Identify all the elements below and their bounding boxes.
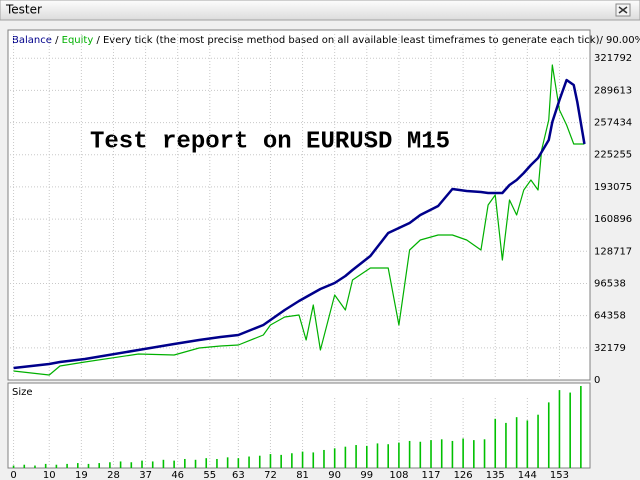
legend-balance: Balance <box>12 35 52 46</box>
balance-line <box>13 78 586 370</box>
size-panel <box>7 382 591 469</box>
x-tick-label: 117 <box>421 470 440 480</box>
x-tick-label: 19 <box>75 470 88 480</box>
title-bar <box>0 0 640 21</box>
x-tick-label: 63 <box>232 470 245 480</box>
x-tick-label: 135 <box>486 470 505 480</box>
y-tick-label: 160896 <box>594 214 632 225</box>
y-tick-label: 96538 <box>594 278 626 289</box>
x-tick-label: 153 <box>550 470 569 480</box>
legend-equity: Equity <box>62 35 94 46</box>
x-tick-label: 90 <box>328 470 341 480</box>
main-panel <box>7 29 591 381</box>
y-tick-label: 64358 <box>594 311 626 322</box>
y-tick-label: 257434 <box>594 118 632 129</box>
window-title: Tester <box>5 3 42 17</box>
y-tick-label: 225255 <box>594 150 632 161</box>
x-tick-label: 81 <box>296 470 309 480</box>
plot: 0 32179 64358 96538 128717 160896 193075 225255… <box>10 34 632 480</box>
x-tick-label: 72 <box>264 470 277 480</box>
close-button[interactable] <box>615 3 631 17</box>
x-tick-label: 37 <box>139 470 152 480</box>
x-tick-label: 46 <box>171 470 184 480</box>
x-tick-label: 10 <box>43 470 56 480</box>
subtitle: / Every tick (the most precise method ba… <box>96 35 640 46</box>
x-tick-label: 126 <box>454 470 473 480</box>
equity-line <box>13 64 585 376</box>
y-tick-label: 0 <box>594 375 600 386</box>
x-tick-label: 99 <box>360 470 373 480</box>
annotation: Test report on EURUSD M15 <box>90 128 450 155</box>
y-tick-label: 32179 <box>594 343 626 354</box>
y-tick-label: 128717 <box>594 246 632 257</box>
y-tick-label: 321792 <box>594 53 632 64</box>
x-tick-label: 0 <box>10 470 16 480</box>
legend: Balance / Equity / Every tick (the most … <box>12 35 640 46</box>
size-label: Size <box>12 387 33 398</box>
x-tick-label: 144 <box>518 470 537 480</box>
y-tick-label: 289613 <box>594 85 632 96</box>
x-tick-label: 28 <box>107 470 120 480</box>
x-tick-label: 55 <box>203 470 216 480</box>
x-tick-label: 108 <box>389 470 408 480</box>
y-tick-label: 193075 <box>594 182 632 193</box>
